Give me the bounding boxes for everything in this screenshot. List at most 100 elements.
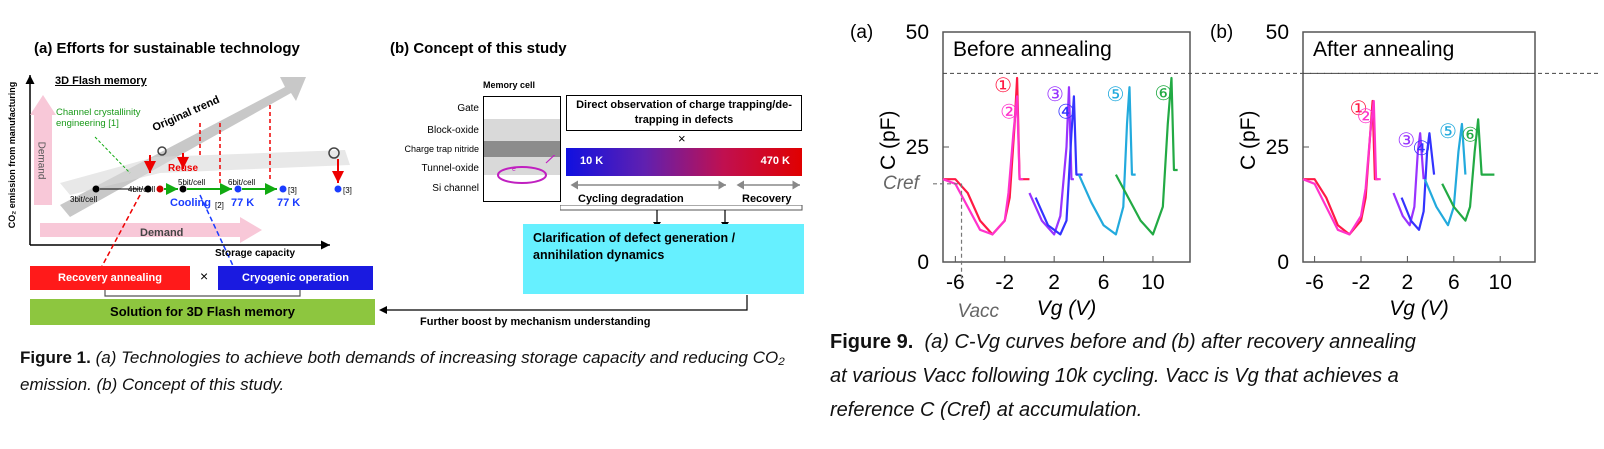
fig1a-subtitle: 3D Flash memory [55,75,147,87]
x-tick-label-1-2: 2 [1402,271,1414,294]
x-tick-label-1-4: 10 [1489,271,1512,294]
fig1b-title: (b) Concept of this study [390,40,567,57]
y-tick-label-1-2: 50 [1266,21,1289,44]
y-tick-label-0-2: 50 [906,21,929,44]
y-tick-label-0-0: 0 [917,251,929,274]
fig1a-node-0: 3bit/cell [70,195,98,204]
x-tick-label-0-4: 10 [1141,271,1164,294]
panel-label-1: (b) [1210,22,1233,43]
layer-tunnel-oxide: Tunnel-oxide [421,163,479,174]
layer-block-oxide: Block-oxide [427,125,479,136]
recovery-label: Recovery [742,193,792,205]
series-line-0-2 [1028,86,1074,236]
fig1a-node-1: 4bit/cell [128,185,156,194]
memory-cell-stack [483,96,561,202]
series-label-1-4: ⑤ [1439,121,1457,143]
temp-low: 10 K [580,155,604,167]
series-line-0-4 [1077,86,1136,236]
series-label-0-4: ⑤ [1107,84,1125,106]
panel-label-0: (a) [850,22,873,43]
fig1a-ylabel: CO₂ emission from manufacturing [7,81,17,229]
series-label-0-2: ③ [1046,84,1064,106]
y-tick-label-0-1: 25 [906,136,929,159]
x-axis-label-1: Vg (V) [1389,297,1449,320]
fig1a-title: (a) Efforts for sustainable technology [34,40,300,57]
figure1-caption-text: (a) Technologies to achieve both demands… [20,348,785,394]
cryogenic-operation-box: Cryogenic operation [218,266,373,290]
fig1a-cross: × [200,268,209,284]
figure9-caption-label: Figure 9. [830,331,914,353]
series-label-1-0: ① [1350,98,1368,120]
fig1a-77k-a: 77 K [231,197,255,209]
figure1-caption-label: Figure 1. [20,348,91,367]
recovery-annealing-box: Recovery annealing [30,266,190,290]
series-line-1-3 [1400,132,1436,231]
fig1a-channel-label: Channel crystallinity engineering [1] [56,107,141,129]
fig1a-node-2: 5bit/cell [178,178,206,187]
series-label-0-1: ② [1000,101,1018,123]
cref-label: Cref [883,173,921,194]
series-line-0-1 [942,95,1024,236]
vacc-label: Vacc [958,301,1000,322]
memory-cell-label: Memory cell [483,80,536,90]
fig1a-ref3: [3] [288,186,297,195]
fig1a-demand-horizontal: Demand [140,227,184,239]
series-label-0-0: ① [994,75,1012,97]
clarification-box: Clarification of defect generation / ann… [523,224,804,294]
figure9-caption-line1: (a) C-Vg curves before and (b) after rec… [924,331,1416,353]
series-label-0-3: ④ [1057,101,1075,123]
x-tick-label-1-3: 6 [1448,271,1460,294]
fig1a-diagram [25,75,350,271]
direct-observation-box: Direct observation of charge trapping/de… [566,95,802,131]
y-axis-label-0: C (pF) [877,111,900,171]
chart-title-0: Before annealing [953,38,1112,61]
series-line-1-1 [1302,99,1381,236]
fig1b-cross: × [678,131,686,146]
figure9-caption-line3: reference C (Cref) at accumulation. [830,399,1143,421]
further-boost-label: Further boost by mechanism understanding [420,316,651,328]
series-line-1-5 [1441,118,1495,222]
series-label-1-2: ③ [1397,130,1415,152]
x-tick-label-1-0: -6 [1305,271,1324,294]
fig1a-77k-b: 77 K [277,197,301,209]
figure9-caption: Figure 9. (a) C-Vg curves before and (b)… [830,325,1600,427]
x-axis-label-0: Vg (V) [1037,297,1097,320]
demand-vertical-arrow [30,95,56,205]
series-line-1-0 [1303,99,1379,236]
fig1a-xlabel: Storage capacity [215,248,296,259]
series-line-0-5 [1114,76,1178,236]
y-tick-label-1-0: 0 [1277,251,1289,274]
solution-box: Solution for 3D Flash memory [30,299,375,325]
fig9-charts: (a) Before annealing 0 25 50 -6 -2 2 6 10 C (pF) Vg… [850,21,1600,322]
x-tick-label-1-1: -2 [1352,271,1371,294]
chart-title-1: After annealing [1313,38,1454,61]
figure9-caption-line2: at various Vacc following 10k cycling. V… [830,365,1399,387]
figure1-caption: Figure 1. (a) Technologies to achieve bo… [20,344,810,398]
y-axis-label-1: C (pF) [1237,111,1260,171]
series-label-1-3: ④ [1412,138,1430,160]
fig1a-reuse: Reuse [168,163,199,174]
temperature-bar: 10 K 470 K [566,148,802,176]
temp-high: 470 K [760,155,790,167]
fig1a-demand-vertical: Demand [35,141,47,180]
series-label-1-5: ⑥ [1461,124,1479,146]
cycling-degradation: Cycling degradation [578,193,684,205]
series-label-1-1: ② [1357,106,1375,128]
fig1a-node-3: 6bit/cell [228,178,256,187]
layer-charge-trap: Charge trap nitride [404,144,479,154]
layer-si-channel: Si channel [432,183,479,194]
x-tick-label-0-3: 6 [1098,271,1110,294]
fig1a-ref3b: [3] [343,186,352,195]
x-tick-label-0-0: -6 [946,271,965,294]
trend-band [60,150,350,195]
y-tick-label-1-1: 25 [1266,136,1289,159]
layer-gate: Gate [457,103,479,114]
fig1a-cooling-ref: [2] [215,201,224,210]
series-line-1-2 [1392,132,1425,227]
fig1a-cooling: Cooling [170,197,211,209]
series-line-0-3 [1034,95,1083,236]
svg-text:e⁻: e⁻ [512,166,520,173]
demand-horizontal-arrow [40,217,262,243]
x-tick-label-0-2: 2 [1048,271,1060,294]
x-tick-label-0-1: -2 [995,271,1014,294]
